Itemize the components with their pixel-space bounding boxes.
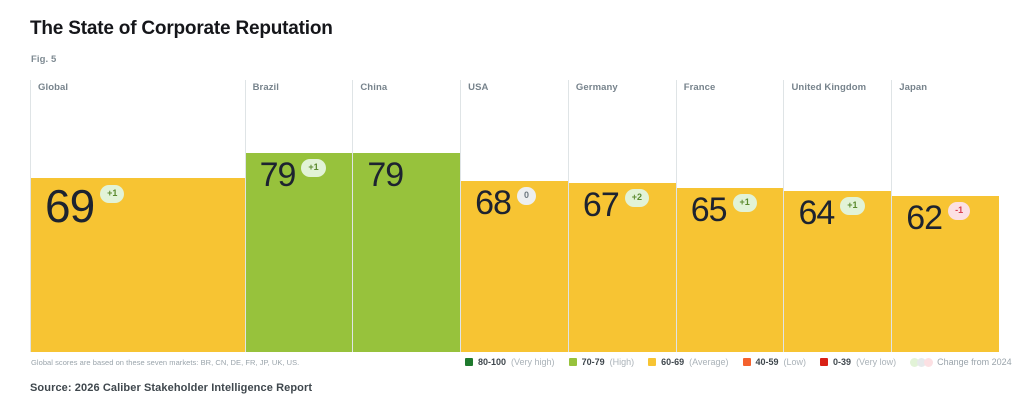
bar-value: 69 <box>45 180 95 232</box>
legend-item-0-39[interactable]: 0-39 (Very low) <box>820 356 897 367</box>
change-badge: +2 <box>624 189 649 208</box>
legend-name: (High) <box>609 356 635 367</box>
bar[interactable]: 68 0 <box>461 181 568 352</box>
column-label: Japan <box>899 82 928 93</box>
bar[interactable]: 65 +1 <box>676 188 784 352</box>
chart-column-usa[interactable]: USA 68 0 <box>460 80 568 352</box>
legend-item-70-79[interactable]: 70-79 (High) <box>568 356 635 367</box>
page-title: The State of Corporate Reputation <box>30 18 333 39</box>
bar[interactable]: 67 +2 <box>568 183 676 352</box>
column-label: Brazil <box>252 82 280 93</box>
change-badge: -1 <box>948 202 971 221</box>
change-badge: +1 <box>100 185 125 204</box>
bar-value: 62 <box>906 199 943 237</box>
chart-column-germany[interactable]: Germany 67 +2 <box>567 80 676 352</box>
bar-value: 68 <box>475 184 512 222</box>
bar[interactable]: 64 +1 <box>784 191 892 352</box>
change-legend-label: Change from 2024 <box>937 357 1012 367</box>
legend-swatch-icon <box>742 358 751 366</box>
column-label: France <box>683 82 716 93</box>
chart-column-france[interactable]: France 65 +1 <box>675 80 784 352</box>
column-label: Germany <box>575 82 618 93</box>
legend-item-80-100[interactable]: 80-100 (Very high) <box>465 356 555 367</box>
chart-column-united-kingdom[interactable]: United Kingdom 64 +1 <box>783 80 892 352</box>
legend-range: 80-100 <box>478 356 507 367</box>
change-badge: +1 <box>732 194 757 213</box>
change-dot-icon <box>910 357 920 367</box>
legend-swatch-icon <box>820 358 829 366</box>
bar-value: 67 <box>582 186 620 224</box>
bar[interactable]: 79 +1 <box>245 153 353 352</box>
bar-value: 64 <box>798 194 835 232</box>
chart-column-japan[interactable]: Japan 62 -1 <box>891 80 1000 352</box>
legend-name: (Very high) <box>511 356 555 367</box>
change-dot-icon <box>924 357 934 367</box>
column-label: China <box>360 82 388 93</box>
bar[interactable]: 62 -1 <box>892 196 1000 352</box>
column-label: United Kingdom <box>791 82 867 93</box>
chart-columns: Global 69 +1 Brazil 79 +1 China 79 USA 68 0 Germany… <box>30 80 1000 352</box>
chart-column-china[interactable]: China 79 <box>352 80 461 352</box>
bar-value: 65 <box>690 191 728 229</box>
change-badge: +1 <box>840 197 865 216</box>
bar[interactable]: 79 <box>353 153 461 352</box>
figure-label: Fig. 5 <box>31 54 57 65</box>
bar-value: 79 <box>259 156 297 194</box>
legend-range: 70-79 <box>581 356 605 367</box>
change-dot-icon <box>917 357 927 367</box>
chart-legend: 80-100 (Very high) 70-79 (High) 60-69 (Averag… <box>465 357 1012 367</box>
column-label: USA <box>468 82 489 93</box>
legend-swatch-icon <box>648 358 657 366</box>
chart-footnote: Global scores are based on these seven m… <box>31 358 300 367</box>
legend-item-60-69[interactable]: 60-69 (Average) <box>648 356 729 367</box>
bar-value: 79 <box>367 156 404 194</box>
legend-range: 40-59 <box>755 356 779 367</box>
legend-swatch-icon <box>568 358 577 366</box>
legend-name: (Average) <box>689 356 729 367</box>
legend-swatch-icon <box>465 358 473 366</box>
legend-item-change[interactable]: Change from 2024 <box>910 357 1012 367</box>
column-label: Global <box>38 82 69 93</box>
source-line: Source: 2026 Caliber Stakeholder Intelli… <box>30 382 313 394</box>
bar[interactable]: 69 +1 <box>31 178 245 352</box>
legend-name: (Very low) <box>856 356 897 367</box>
chart-column-global[interactable]: Global 69 +1 <box>30 80 245 352</box>
legend-name: (Low) <box>783 356 807 367</box>
legend-item-40-59[interactable]: 40-59 (Low) <box>742 356 807 367</box>
legend-range: 60-69 <box>661 356 685 367</box>
change-badge: +1 <box>301 159 326 178</box>
chart-column-brazil[interactable]: Brazil 79 +1 <box>244 80 353 352</box>
bar-chart: Global 69 +1 Brazil 79 +1 China 79 USA 68 0 Germany… <box>30 80 1000 352</box>
change-dots-icon <box>910 357 934 367</box>
legend-range: 0-39 <box>833 356 852 367</box>
change-badge: 0 <box>516 187 536 206</box>
